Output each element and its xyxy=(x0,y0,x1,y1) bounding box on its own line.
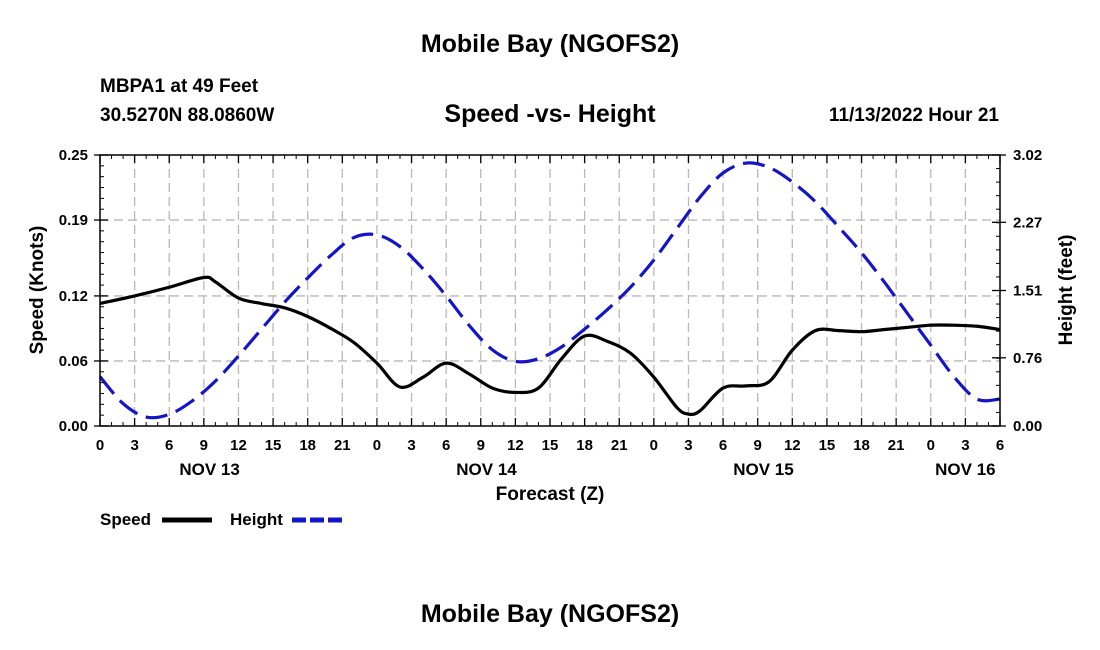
y2-tick-label: 3.02 xyxy=(1013,147,1042,164)
forecast-timestamp: 11/13/2022 Hour 21 xyxy=(828,105,999,126)
x-tick-label: 0 xyxy=(650,437,658,454)
station-label: MBPA1 at 49 Feet xyxy=(100,76,259,97)
x-tick-label: 3 xyxy=(684,437,692,454)
x-tick-label: 6 xyxy=(996,437,1004,454)
grid xyxy=(100,155,1000,426)
x-tick-label: 6 xyxy=(719,437,727,454)
x-tick-label: 15 xyxy=(265,437,282,454)
date-label: NOV 14 xyxy=(456,460,517,479)
date-label: NOV 13 xyxy=(179,460,239,479)
y-tick-label: 0.25 xyxy=(59,147,88,164)
series-height-line xyxy=(98,161,1001,420)
legend: Speed Height xyxy=(100,510,342,529)
y2-tick-label: 2.27 xyxy=(1013,214,1042,231)
x-tick-label: 3 xyxy=(130,437,138,454)
y2-tick-label: 0.00 xyxy=(1013,418,1042,435)
x-tick-label: 12 xyxy=(230,437,247,454)
y2-tick-label: 0.76 xyxy=(1013,350,1042,367)
x-tick-label: 21 xyxy=(888,437,905,454)
legend-speed-label: Speed xyxy=(100,510,151,529)
y-tick-label: 0.06 xyxy=(59,353,88,370)
series-speed-line xyxy=(99,275,1001,417)
date-label: NOV 16 xyxy=(935,460,995,479)
y-tick-label: 0.12 xyxy=(59,288,88,305)
y-axis-label: Speed (Knots) xyxy=(27,226,48,355)
series-layer xyxy=(98,161,1001,420)
y2-axis-label: Height (feet) xyxy=(1056,235,1077,346)
x-tick-label: 12 xyxy=(784,437,801,454)
x-tick-label: 9 xyxy=(200,437,208,454)
y2-tick-label: 1.51 xyxy=(1013,283,1042,300)
x-tick-label: 18 xyxy=(576,437,593,454)
x-tick-label: 0 xyxy=(96,437,104,454)
y-tick-label: 0.19 xyxy=(59,212,88,229)
x-tick-label: 21 xyxy=(334,437,351,454)
x-tick-label: 6 xyxy=(165,437,173,454)
x-tick-label: 0 xyxy=(373,437,381,454)
x-tick-label: 18 xyxy=(299,437,316,454)
x-tick-label: 15 xyxy=(819,437,836,454)
x-tick-label: 9 xyxy=(754,437,762,454)
axes: 0 3 6 9 12 15 18 21 0 3 6 9 12 15 18 21 0 3 6 9 12 15 18 21 0 3 6N… xyxy=(59,147,1042,479)
x-axis-label: Forecast (Z) xyxy=(496,484,605,505)
x-tick-label: 21 xyxy=(611,437,628,454)
x-tick-label: 9 xyxy=(477,437,485,454)
chart-subtitle: Speed -vs- Height xyxy=(444,100,656,128)
x-tick-label: 0 xyxy=(927,437,935,454)
x-tick-label: 18 xyxy=(853,437,870,454)
chart-title: Mobile Bay (NGOFS2) xyxy=(420,30,680,58)
x-tick-label: 6 xyxy=(442,437,450,454)
y-tick-label: 0.00 xyxy=(59,418,88,435)
x-tick-label: 15 xyxy=(542,437,559,454)
footer-title: Mobile Bay (NGOFS2) xyxy=(420,600,680,628)
x-tick-label: 3 xyxy=(407,437,415,454)
x-tick-label: 12 xyxy=(507,437,524,454)
station-coordinates: 30.5270N 88.0860W xyxy=(100,105,275,126)
date-label: NOV 15 xyxy=(733,460,793,479)
legend-height-label: Height xyxy=(230,510,283,529)
x-tick-label: 3 xyxy=(961,437,969,454)
